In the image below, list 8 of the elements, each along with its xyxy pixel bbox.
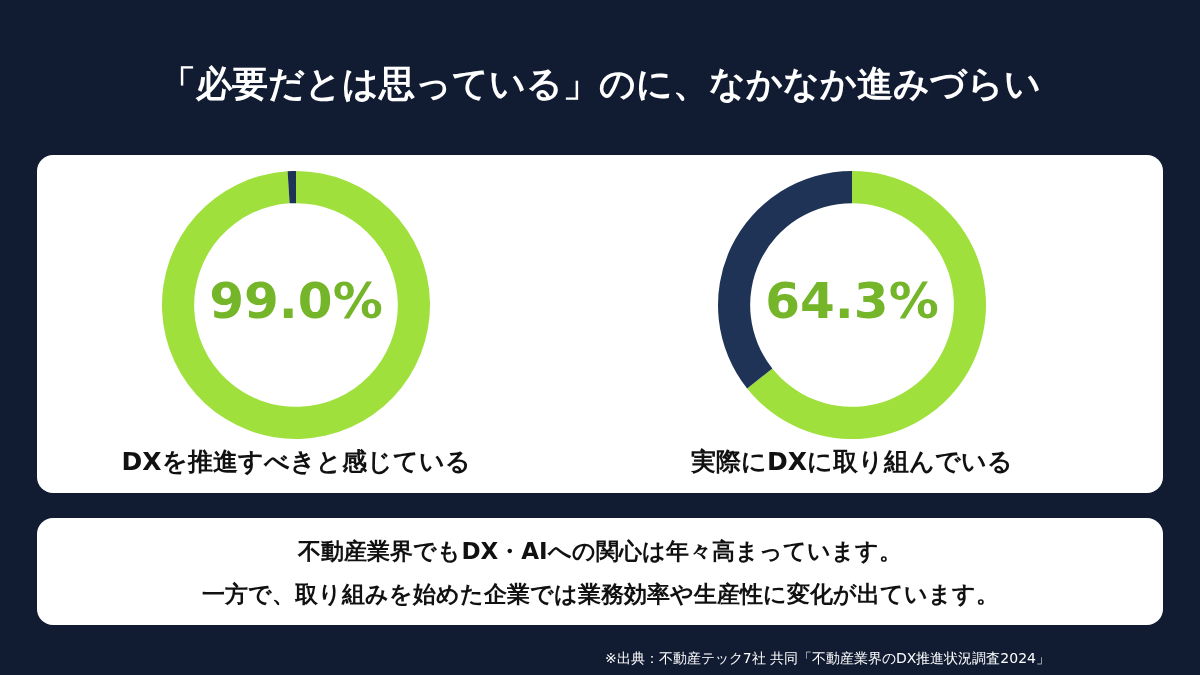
text: 実際にDXに取り組んでいる [690,446,1014,478]
text: DXを推進すべきと感じている [120,446,472,478]
text: 「必要だとは思っている」のに、なかなか進みづらい [158,62,1042,106]
text: 一方で、取り組みを始めた企業では業務効率や生産性に変化が出ています。 [200,580,1000,609]
data-label: 64.3% [765,271,939,330]
text: ※出典：不動産テック7社 共同「不動産業界のDX推進状況調査2024」 [604,650,1050,668]
text: 不動産業界でもDX・AIへの関心は年々高まっています。 [296,537,903,566]
data-label: 99.0% [209,271,383,330]
